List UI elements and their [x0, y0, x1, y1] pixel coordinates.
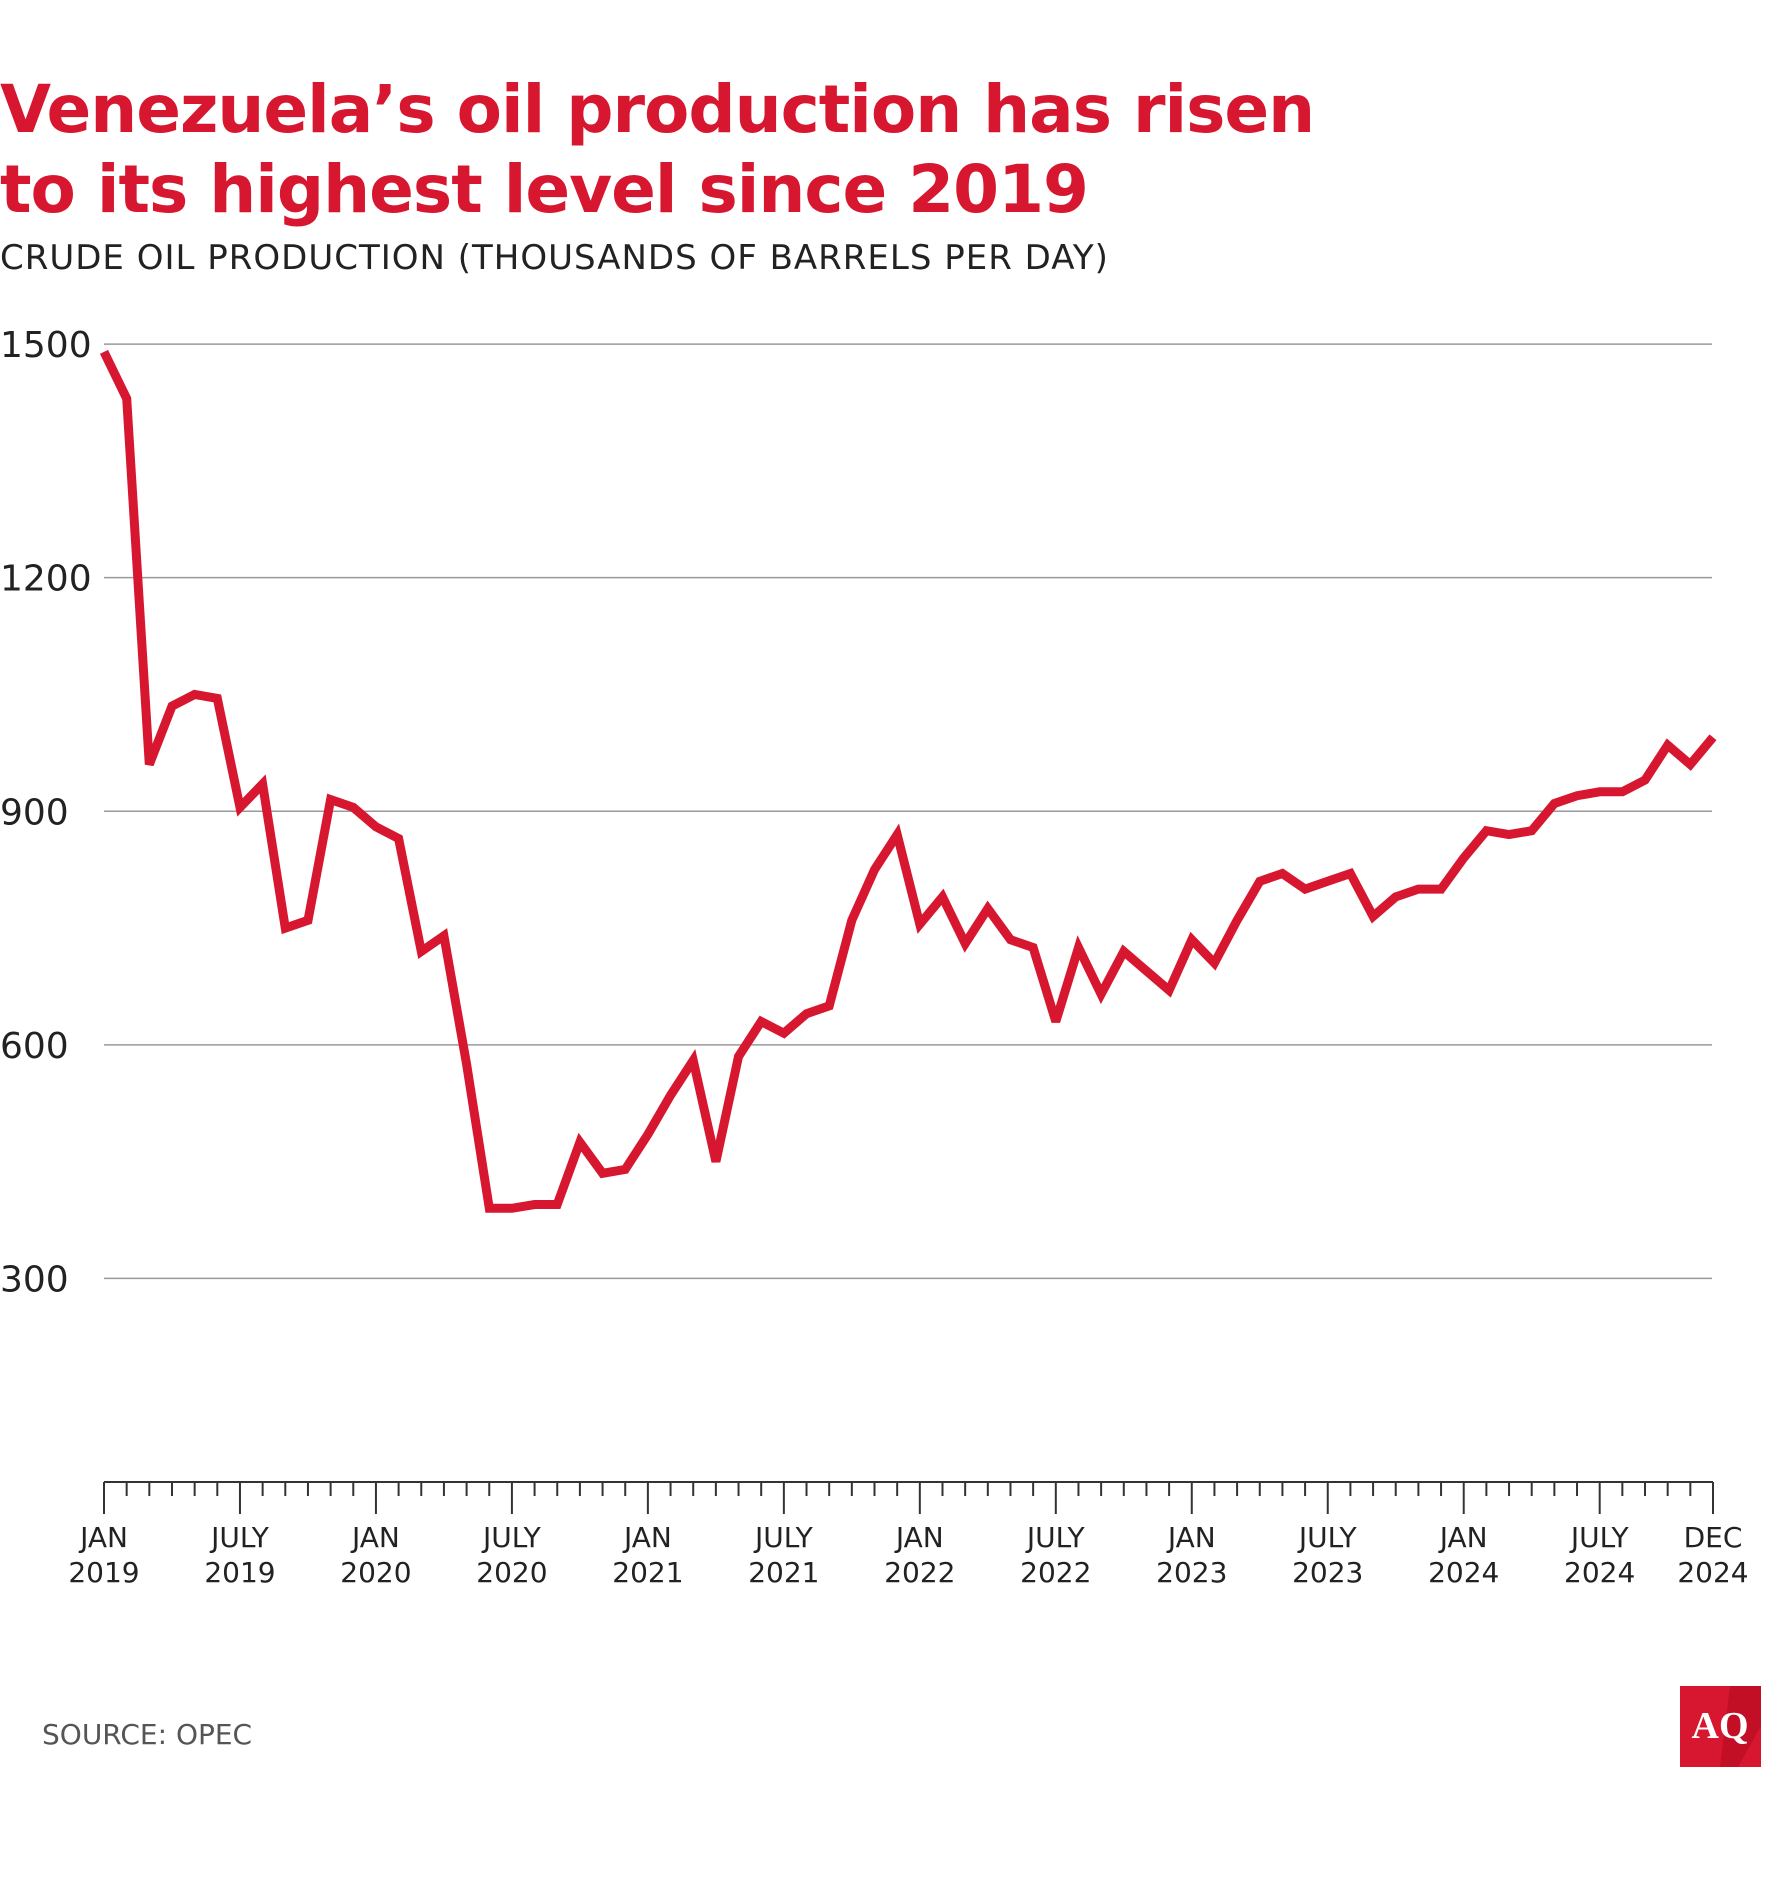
aq-logo: AQ	[1680, 1686, 1761, 1767]
x-tick-label-jan-2019: JAN 2019	[68, 1521, 139, 1589]
x-tick-label-july-2021: JULY 2021	[748, 1521, 819, 1589]
y-tick-label-900: 900	[0, 792, 69, 833]
title-line-1: Venezuela’s oil production has risen	[0, 71, 1315, 148]
x-tick-label-dec-2024: DEC 2024	[1677, 1521, 1748, 1589]
y-tick-label-1200: 1200	[0, 559, 92, 600]
title-line-2: to its highest level since 2019	[0, 151, 1089, 228]
x-tick-label-jan-2020: JAN 2020	[340, 1521, 411, 1589]
y-axis-tick-labels: 300 600 900 1200 1500	[0, 325, 92, 1300]
series-line-crude-oil-production	[99, 349, 1717, 1213]
x-tick-label-jan-2024: JAN 2024	[1428, 1521, 1499, 1589]
chart-subtitle: CRUDE OIL PRODUCTION (THOUSANDS OF BARRE…	[0, 238, 1109, 278]
x-tick-label-jan-2021: JAN 2021	[612, 1521, 683, 1589]
x-tick-label-jan-2022: JAN 2022	[884, 1521, 955, 1589]
series-layer	[99, 349, 1717, 1213]
logo-shading	[1720, 1686, 1761, 1767]
y-tick-label-1500: 1500	[0, 325, 92, 366]
x-tick-label-july-2024: JULY 2024	[1564, 1521, 1635, 1589]
x-axis-tick-labels: JAN 2019 JULY 2019 JAN 2020 JULY 2020 JAN 2021 JUL…	[68, 1521, 1748, 1589]
x-tick-label-july-2023: JULY 2023	[1292, 1521, 1363, 1589]
source-note: SOURCE: OPEC	[42, 1718, 253, 1751]
x-tick-label-jan-2023: JAN 2023	[1156, 1521, 1227, 1589]
x-tick-label-july-2020: JULY 2020	[476, 1521, 547, 1589]
x-axis	[103, 1481, 1714, 1514]
x-tick-label-july-2022: JULY 2022	[1020, 1521, 1091, 1589]
y-tick-label-600: 600	[0, 1026, 69, 1067]
y-tick-label-300: 300	[0, 1259, 69, 1300]
chart-title: Venezuela’s oil production has risen to …	[0, 70, 1400, 230]
logo-text: AQ	[1692, 1705, 1749, 1747]
line-chart: 300 600 900 1200 1500 JAN 2019 JULY 2019 JAN 2020…	[0, 325, 1749, 1589]
x-tick-label-july-2019: JULY 2019	[204, 1521, 275, 1589]
grid-lines	[104, 343, 1712, 1280]
